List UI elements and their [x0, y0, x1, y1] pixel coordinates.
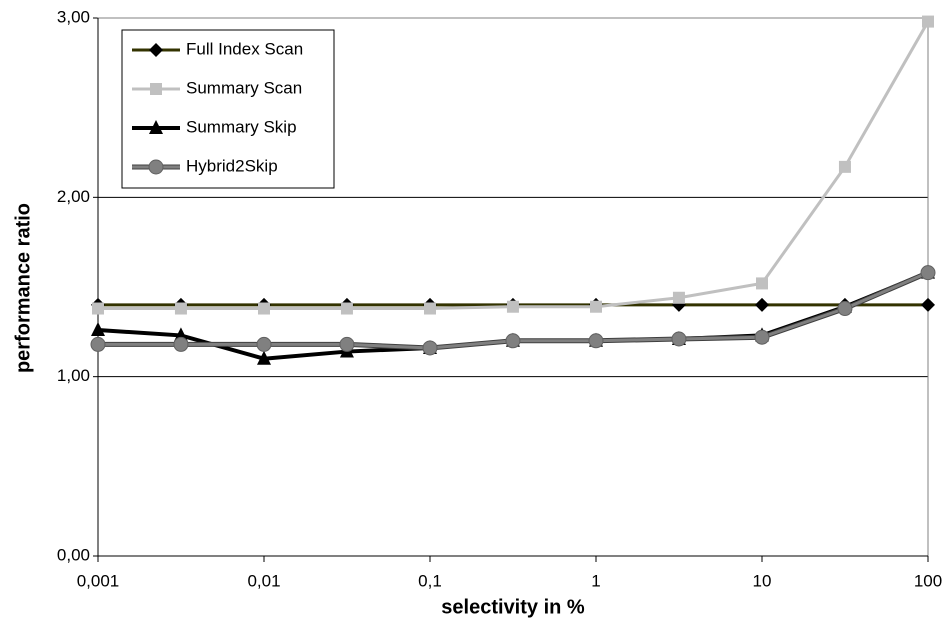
y-tick-label: 1,00 — [57, 366, 90, 385]
marker — [671, 331, 687, 347]
marker — [920, 265, 936, 281]
marker — [92, 302, 104, 315]
legend-marker — [150, 83, 162, 95]
marker — [922, 15, 934, 28]
marker — [754, 329, 770, 345]
marker — [921, 297, 935, 312]
marker — [506, 300, 519, 313]
x-tick-label: 1 — [591, 571, 600, 590]
legend-marker — [148, 159, 164, 175]
marker — [838, 160, 851, 173]
marker — [257, 350, 271, 365]
marker — [588, 333, 604, 349]
legend-marker — [149, 120, 163, 134]
x-tick-label: 100 — [914, 571, 942, 590]
x-tick-label: 0,1 — [418, 571, 442, 590]
legend-label: Summary Scan — [186, 78, 302, 97]
marker — [340, 302, 353, 315]
x-tick-label: 10 — [753, 571, 772, 590]
marker — [756, 277, 768, 290]
marker — [91, 322, 105, 337]
marker — [590, 300, 602, 313]
marker — [90, 336, 106, 352]
x-tick-label: 0,001 — [77, 571, 120, 590]
legend-label: Summary Skip — [186, 117, 297, 136]
marker — [173, 336, 189, 352]
marker — [837, 301, 853, 317]
marker — [672, 291, 685, 304]
marker — [258, 302, 270, 315]
x-axis-title: selectivity in % — [441, 596, 585, 618]
marker — [422, 340, 438, 356]
y-tick-label: 0,00 — [57, 545, 90, 564]
y-tick-label: 2,00 — [57, 187, 90, 206]
marker — [174, 302, 187, 315]
marker — [339, 336, 355, 352]
marker — [505, 333, 521, 349]
marker — [256, 336, 272, 352]
y-tick-label: 3,00 — [57, 7, 90, 26]
marker — [755, 297, 769, 312]
y-axis-title: performance ratio — [12, 203, 34, 373]
legend-label: Full Index Scan — [186, 39, 303, 58]
legend-label: Hybrid2Skip — [186, 156, 278, 175]
legend-marker — [149, 43, 163, 57]
x-tick-label: 0,01 — [247, 571, 280, 590]
marker — [424, 302, 436, 315]
